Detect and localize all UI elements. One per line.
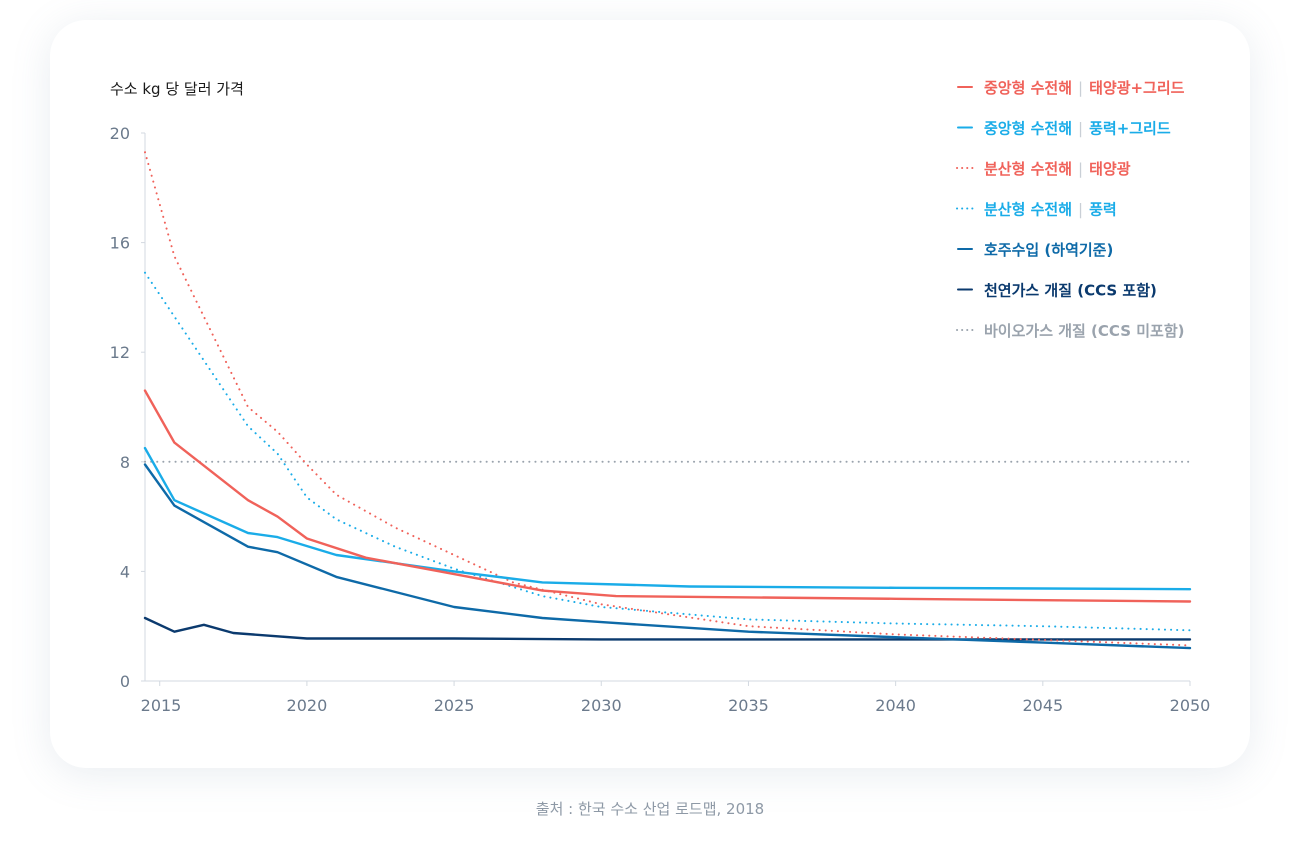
series-line-2 (143, 446, 1192, 591)
y-tick-label: 12 (110, 343, 130, 362)
legend-label: 호주수입 (하역기준) (984, 241, 1113, 259)
y-tick-label: 4 (120, 562, 130, 581)
y-tick-label: 16 (110, 234, 130, 253)
y-axis-label: 수소 kg 당 달러 가격 (110, 80, 244, 98)
legend-item-6: 천연가스 개질 (CCS 포함) (957, 282, 1157, 300)
x-tick-label: 2045 (1022, 696, 1063, 715)
series-line-1 (143, 389, 1192, 603)
legend-item-1: 중앙형 수전해 | 태양광+그리드 (957, 79, 1185, 97)
x-tick-label: 2025 (434, 696, 475, 715)
y-tick-label: 20 (110, 124, 130, 143)
series-line-6 (143, 616, 1192, 641)
legend-label: 분산형 수전해 | 태양광 (984, 160, 1131, 178)
x-tick-label: 2015 (141, 696, 182, 715)
legend-item-5: 호주수입 (하역기준) (957, 241, 1113, 259)
series-line-3 (144, 151, 1191, 647)
x-tick-label: 2050 (1170, 696, 1211, 715)
legend-item-4: 분산형 수전해 | 풍력 (956, 201, 1117, 219)
legend-item-3: 분산형 수전해 | 태양광 (956, 160, 1131, 178)
legend-item-7: 바이오가스 개질 (CCS 미포함) (956, 322, 1184, 340)
plot-lines (143, 151, 1192, 650)
series-line-5 (143, 463, 1192, 650)
legend-label: 중앙형 수전해 | 풍력+그리드 (984, 120, 1171, 138)
legend-label: 분산형 수전해 | 풍력 (984, 201, 1117, 219)
x-tick-label: 2040 (875, 696, 916, 715)
x-tick-label: 2030 (581, 696, 622, 715)
legend-label: 바이오가스 개질 (CCS 미포함) (984, 322, 1184, 340)
legend-label: 천연가스 개질 (CCS 포함) (984, 282, 1157, 300)
x-tick-label: 2035 (728, 696, 769, 715)
source-note: 출처 : 한국 수소 산업 로드맵, 2018 (535, 800, 765, 818)
y-tick-label: 0 (120, 672, 130, 691)
x-tick-label: 2020 (287, 696, 328, 715)
legend-item-2: 중앙형 수전해 | 풍력+그리드 (957, 120, 1171, 138)
y-tick-label: 8 (120, 453, 130, 472)
legend-label: 중앙형 수전해 | 태양광+그리드 (984, 79, 1185, 97)
axes: 0 4 8 12 16 20 2015 2020 2025 2030 2035 2040 2045 205… (110, 124, 1211, 715)
